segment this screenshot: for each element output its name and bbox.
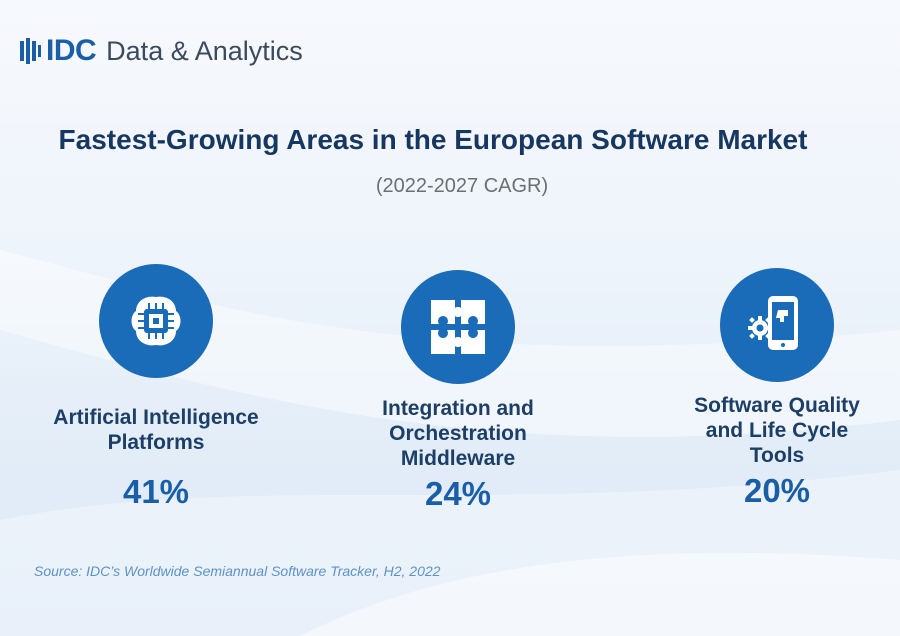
idc-logo: IDC Data & Analytics <box>20 34 303 68</box>
card-label-line: Artificial Intelligence <box>53 406 259 429</box>
idc-logo-mark-icon <box>20 38 41 64</box>
card-label-line: Middleware <box>400 447 516 470</box>
page-title: Fastest-Growing Areas in the European So… <box>58 124 808 155</box>
ai-icon-circle <box>99 264 213 378</box>
card-integration-middleware: Integration and Orchestration Middleware… <box>362 270 554 513</box>
page-subtitle: (2022-2027 CAGR) <box>375 175 549 197</box>
card-label: Artificial Intelligence Platforms <box>40 405 272 455</box>
card-label-line: and Life Cycle <box>705 419 849 442</box>
card-value: 24% <box>424 475 492 512</box>
logo-brand: IDC <box>46 34 97 67</box>
card-label: Software Quality and Life Cycle Tools <box>674 393 880 468</box>
puzzle-icon <box>431 300 485 354</box>
card-ai-platforms: Artificial Intelligence Platforms 41% <box>40 264 272 511</box>
source-note: Source: IDC’s Worldwide Semiannual Softw… <box>34 563 441 579</box>
card-label-line: Tools <box>749 444 805 467</box>
card-value: 20% <box>743 472 811 509</box>
puzzle-icon-circle <box>401 270 515 384</box>
card-value: 41% <box>122 473 190 510</box>
card-software-quality: Software Quality and Life Cycle Tools 20… <box>674 268 880 510</box>
card-label-line: Integration and <box>382 397 534 420</box>
card-label-line: Platforms <box>107 431 205 454</box>
card-label-line: Software Quality <box>694 394 860 417</box>
card-label-line: Orchestration <box>389 422 527 445</box>
mobile-gear-icon <box>748 296 798 350</box>
ai-chip-brain-icon <box>131 296 181 346</box>
card-label: Integration and Orchestration Middleware <box>362 396 554 471</box>
mobile-icon-circle <box>720 268 834 382</box>
logo-text: Data & Analytics <box>106 35 303 66</box>
